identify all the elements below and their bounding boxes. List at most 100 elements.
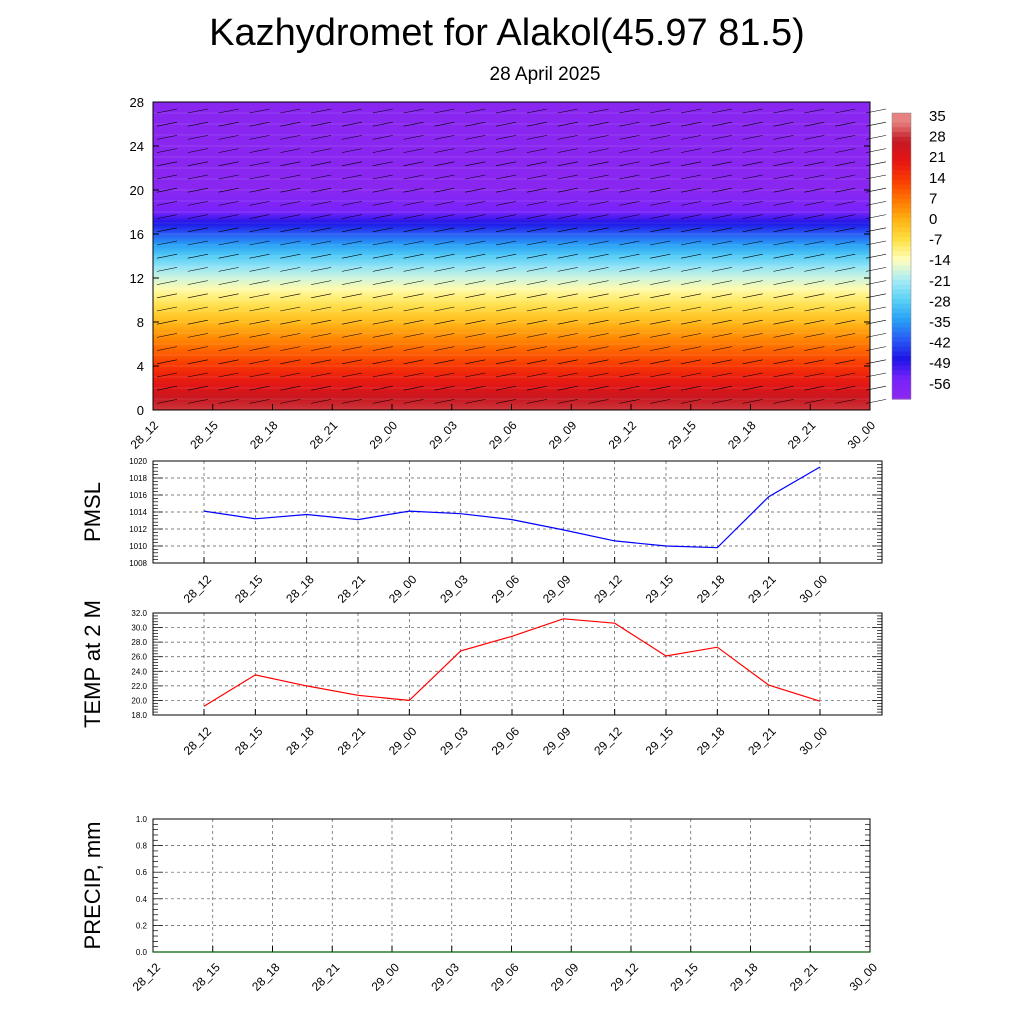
wind-barb [218, 293, 239, 299]
wind-barb [865, 108, 887, 114]
wind-barb [835, 333, 856, 338]
wind-barb [680, 306, 702, 312]
wind-barb [372, 240, 393, 246]
wind-barb [711, 372, 732, 378]
wind-barb [650, 372, 671, 378]
colorbar-segment [892, 194, 911, 200]
wind-barb [865, 161, 887, 167]
wind-barb [711, 227, 732, 233]
wind-barb [804, 399, 825, 404]
wind-barb [619, 253, 640, 259]
wind-barb [557, 240, 578, 246]
wind-barb [496, 385, 517, 391]
wind-barb [434, 214, 455, 219]
wind-barb [711, 121, 732, 127]
wind-barb [280, 359, 301, 365]
wind-barb [218, 372, 239, 378]
wind-barb [249, 227, 270, 233]
colorbar-segment [892, 151, 911, 157]
x-tick-label: 29_15 [643, 724, 677, 758]
x-tick-label: 28_15 [232, 724, 266, 758]
wind-barb [249, 267, 270, 272]
wind-barb [496, 293, 517, 299]
wind-barb [557, 372, 578, 378]
wind-barb [341, 267, 363, 272]
wind-barb [773, 108, 794, 114]
y-tick-label: 4 [137, 359, 144, 374]
wind-barb [372, 280, 393, 285]
wind-barb [742, 385, 763, 391]
wind-barb [804, 319, 825, 325]
wind-barb [619, 293, 640, 299]
x-tick-label: 29_00 [386, 724, 420, 758]
wind-barb [835, 280, 856, 285]
wind-barb [187, 187, 208, 193]
colorbar-segment [892, 203, 911, 209]
wind-barb [372, 346, 393, 351]
wind-barb [465, 108, 486, 114]
wind-barb [496, 399, 517, 404]
y-tick-label: 1020 [129, 457, 147, 466]
wind-barb [218, 319, 239, 325]
wind-barb [434, 319, 455, 325]
wind-barb [650, 214, 671, 219]
wind-barb [496, 372, 517, 378]
wind-barb [403, 227, 424, 233]
wind-barb [156, 346, 178, 351]
wind-barb [865, 187, 887, 193]
colorbar-label: -28 [929, 293, 951, 310]
wind-barb [619, 108, 640, 114]
y-tick-label: 30.0 [131, 624, 147, 633]
wind-barb [865, 135, 887, 140]
wind-barb [434, 399, 455, 404]
colorbar-segment [892, 241, 911, 248]
x-tick-label: 29_18 [727, 960, 761, 994]
wind-barb [187, 148, 208, 153]
wind-barb [403, 214, 424, 219]
colorbar-segment [892, 222, 911, 228]
wind-barb [249, 293, 270, 299]
x-tick-label: 28_12 [130, 960, 164, 994]
wind-barb [156, 121, 178, 127]
wind-barb [680, 280, 702, 285]
colorbar-segment [892, 165, 911, 171]
wind-barb [650, 346, 671, 351]
colorbar-segment [892, 141, 911, 147]
wind-barb [372, 385, 393, 391]
x-tick-label: 29_09 [540, 724, 574, 758]
wind-barb [311, 121, 332, 127]
wind-barb [619, 385, 640, 391]
wind-barb [249, 359, 270, 365]
wind-barb [680, 385, 702, 391]
x-tick-label: 29_21 [787, 960, 821, 994]
colorbar-segment [892, 360, 911, 367]
wind-barb [650, 227, 671, 233]
wind-barb [804, 359, 825, 365]
wind-barb [650, 399, 671, 404]
wind-barb [804, 240, 825, 246]
wind-barb [434, 148, 455, 153]
wind-barb [804, 201, 825, 206]
wind-barb [773, 253, 794, 259]
wind-barb [588, 227, 609, 233]
x-tick-label: 29_12 [591, 724, 625, 758]
wind-barb [187, 319, 208, 325]
colorbar-segment [892, 346, 911, 352]
wind-barb [341, 253, 363, 259]
wind-barb [372, 253, 393, 259]
wind-barb [804, 161, 825, 167]
wind-barb [218, 280, 239, 285]
wind-barb [280, 240, 301, 246]
x-tick-label: 28_18 [249, 960, 283, 994]
wind-barb [434, 306, 455, 312]
wind-barb [403, 306, 424, 312]
wind-barb [372, 319, 393, 325]
wind-barb [311, 253, 332, 259]
wind-barb [742, 306, 763, 312]
wind-barb [156, 240, 178, 246]
colorbar-segment [892, 213, 911, 219]
wind-barb [372, 187, 393, 193]
y-tick-label: 1016 [129, 491, 147, 500]
colorbar-segment [892, 179, 911, 186]
x-tick-label: 28_21 [335, 572, 369, 606]
